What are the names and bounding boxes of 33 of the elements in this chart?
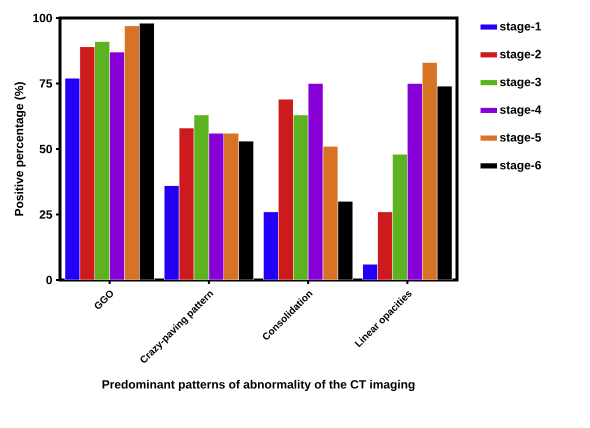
bar bbox=[64, 78, 80, 280]
bar bbox=[263, 212, 278, 280]
bar bbox=[164, 185, 180, 280]
legend-label: stage-6 bbox=[500, 160, 541, 172]
bar bbox=[178, 128, 194, 280]
bar bbox=[194, 114, 210, 280]
legend-label: stage-4 bbox=[500, 106, 542, 116]
bar bbox=[278, 99, 294, 280]
y-tick-label: 25 bbox=[40, 210, 52, 219]
bar bbox=[208, 133, 224, 280]
y-axis-title: Positive percentage (%) bbox=[14, 82, 26, 216]
bar bbox=[392, 154, 408, 280]
legend-label: stage-3 bbox=[500, 78, 541, 89]
bar bbox=[377, 212, 393, 280]
bar bbox=[293, 114, 308, 280]
bar bbox=[124, 26, 140, 280]
bar bbox=[362, 264, 378, 280]
bar bbox=[94, 41, 110, 280]
x-axis-title: Predominant patterns of abnormality of the CT imaging bbox=[102, 380, 414, 392]
bar bbox=[109, 52, 125, 280]
legend-label: stage-5 bbox=[500, 133, 542, 144]
bar bbox=[80, 46, 95, 280]
y-tick-label: 100 bbox=[33, 14, 52, 22]
legend-label: stage-2 bbox=[500, 50, 541, 61]
bar bbox=[422, 62, 438, 280]
bar bbox=[407, 83, 423, 280]
legend-label: stage-1 bbox=[500, 22, 542, 33]
bar bbox=[308, 83, 324, 280]
y-tick-label: 50 bbox=[40, 144, 52, 154]
bar bbox=[323, 146, 338, 280]
y-tick-label: 0 bbox=[46, 276, 52, 284]
bar bbox=[224, 133, 239, 280]
y-tick-label: 75 bbox=[40, 79, 52, 88]
